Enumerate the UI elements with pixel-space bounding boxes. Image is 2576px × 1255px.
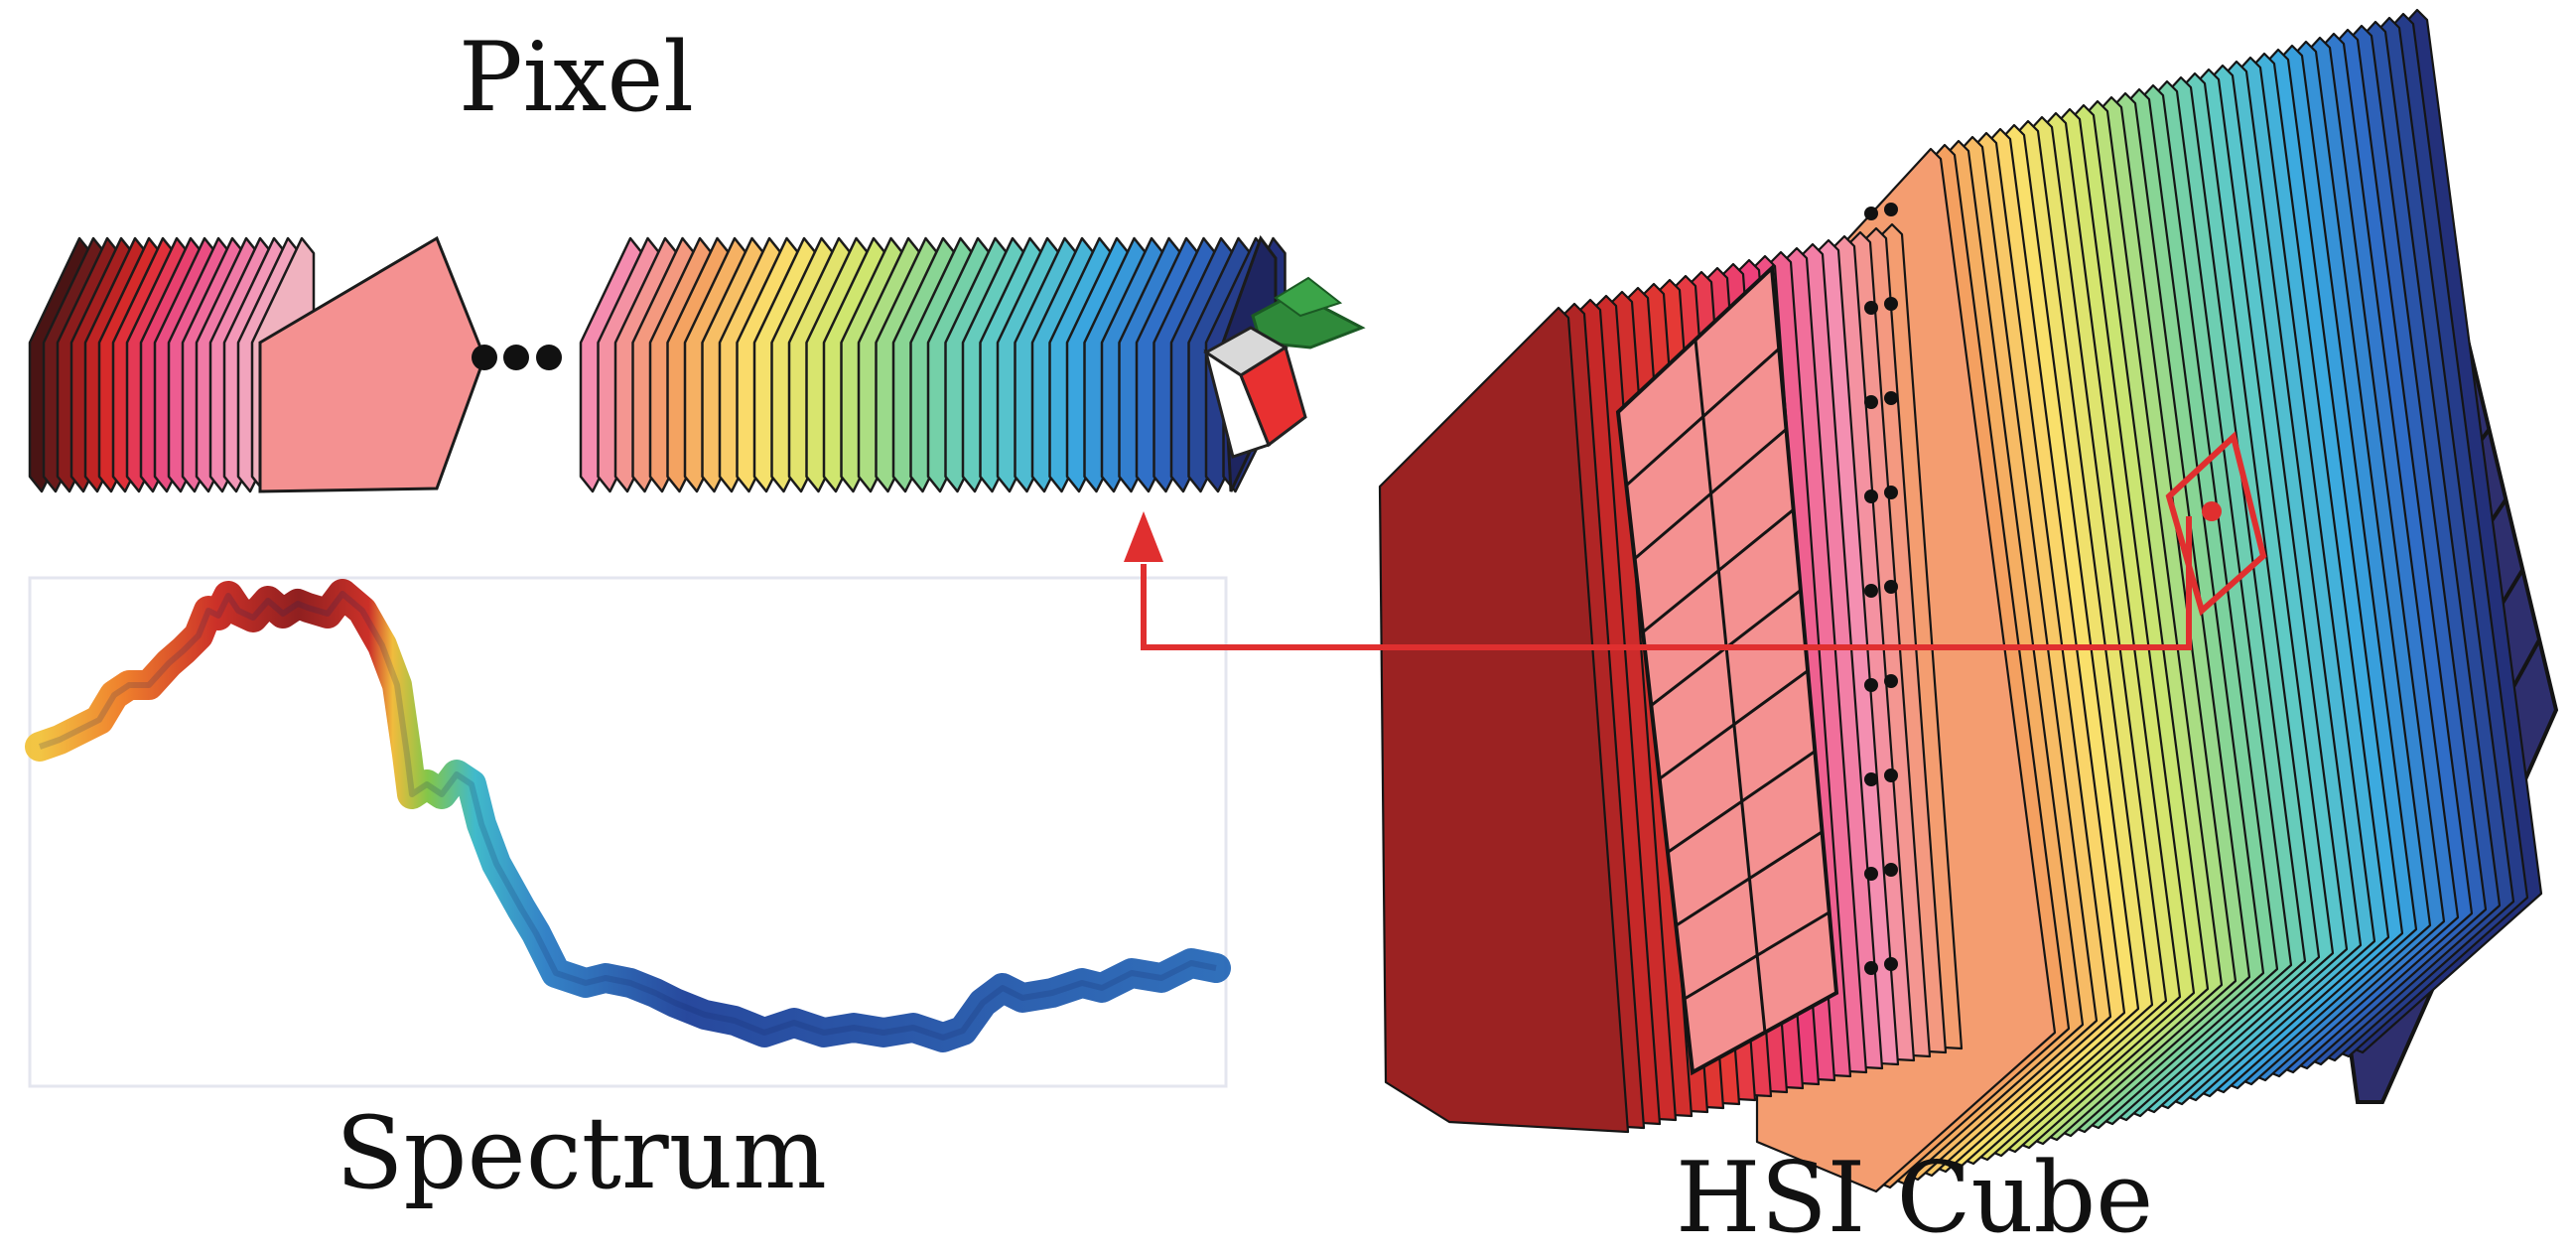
mini-cube-right xyxy=(1239,345,1307,448)
cube-grid-line xyxy=(1694,339,1767,1034)
spectrum-frame xyxy=(28,576,1228,1088)
ellipsis-dots-icon xyxy=(503,345,529,370)
ellipsis-dots-icon xyxy=(536,345,562,370)
ellipsis-dots-icon xyxy=(1864,207,1878,220)
ellipsis-dots-icon xyxy=(1864,678,1878,692)
ellipsis-dots-icon xyxy=(1884,391,1898,405)
hsi-cube xyxy=(1378,8,2559,1193)
ellipsis-dots-icon xyxy=(1864,772,1878,786)
ellipsis-dots-icon xyxy=(1864,395,1878,409)
ellipsis-dots-icon xyxy=(1864,961,1878,975)
pixel-front-face xyxy=(258,235,486,493)
ellipsis-dots-icon xyxy=(472,345,497,370)
ellipsis-dots-icon xyxy=(1884,957,1898,971)
spectrum-label: Spectrum xyxy=(336,1095,827,1211)
ellipsis-dots-icon xyxy=(1884,768,1898,782)
tree-icon xyxy=(1251,276,1366,349)
tree-foliage xyxy=(1274,276,1343,318)
ellipsis-dots-icon xyxy=(1864,301,1878,315)
hsi-cube-label: HSI Cube xyxy=(1676,1142,2154,1255)
mini-cube-icon xyxy=(1203,326,1307,459)
spectrum-curve xyxy=(25,579,1231,1052)
arrow-up-icon xyxy=(1124,511,1163,562)
selected-pixel-dot xyxy=(2202,501,2222,521)
ellipsis-dots-icon xyxy=(1884,580,1898,594)
spectrum-plot xyxy=(25,576,1231,1088)
ellipsis-dots-icon xyxy=(1884,486,1898,499)
pixel-spectral-strip xyxy=(28,234,1366,493)
ellipsis-dots-icon xyxy=(1864,489,1878,503)
ellipsis-dots-icon xyxy=(1884,863,1898,877)
cube-spectral-slice xyxy=(1378,306,1630,1134)
pixel-label: Pixel xyxy=(459,22,694,133)
ellipsis-dots-icon xyxy=(1884,203,1898,216)
ellipsis-dots-icon xyxy=(1884,674,1898,688)
arrow-path xyxy=(1141,516,2192,650)
ellipsis-dots-icon xyxy=(1864,584,1878,598)
ellipsis-dots-icon xyxy=(1884,297,1898,311)
spectrum-curve-shadow xyxy=(39,591,1217,1041)
pixel-extraction-arrow xyxy=(1124,511,2192,650)
ellipsis-dots-icon xyxy=(1864,867,1878,881)
